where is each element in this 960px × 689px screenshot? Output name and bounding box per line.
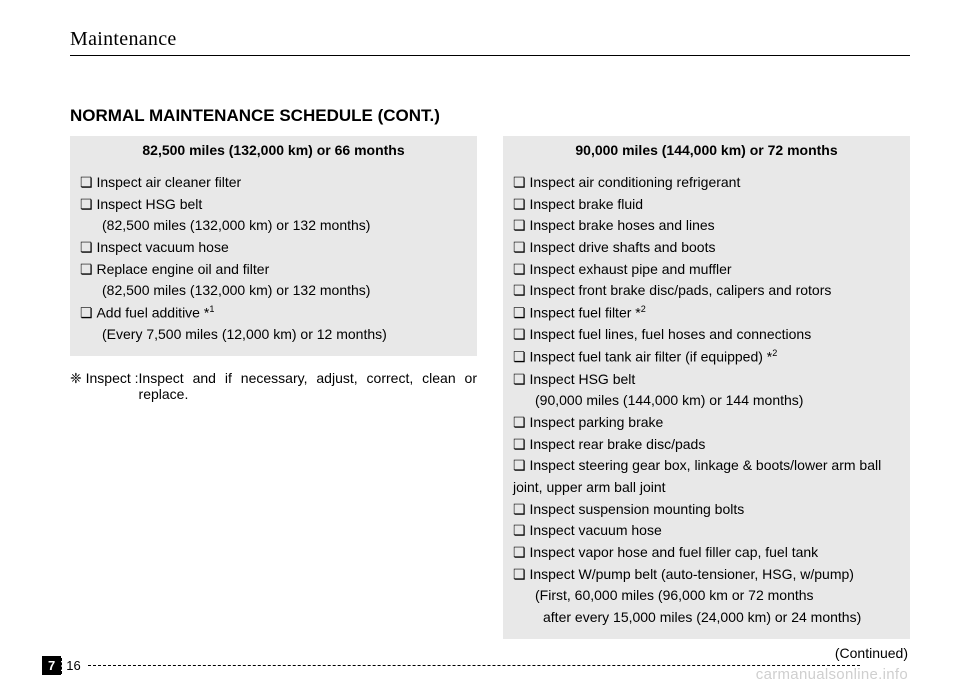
bullet-icon: ❏: [513, 414, 529, 430]
list-item: ❏ Inspect fuel filter *2: [513, 302, 900, 324]
bullet-icon: ❏: [513, 501, 529, 517]
list-item: ❏ Inspect air cleaner filter: [80, 172, 467, 194]
list-item: ❏ Inspect vacuum hose: [80, 237, 467, 259]
right-box: 90,000 miles (144,000 km) or 72 months ❏…: [503, 136, 910, 639]
left-box-body: ❏ Inspect air cleaner filter❏ Inspect HS…: [70, 164, 477, 356]
list-item-text: Inspect HSG belt: [529, 371, 635, 387]
list-item-text: Inspect brake fluid: [529, 196, 643, 212]
footer-divider: [61, 658, 62, 674]
continued-label: (Continued): [503, 645, 910, 661]
list-item-text: Inspect vacuum hose: [529, 522, 661, 538]
list-item: ❏ Inspect air conditioning refrigerant: [513, 172, 900, 194]
section-header: Maintenance: [70, 28, 910, 56]
list-item: ❏ Inspect suspension mounting bolts: [513, 499, 900, 521]
bullet-icon: ❏: [80, 239, 96, 255]
list-item-sub: (82,500 miles (132,000 km) or 132 months…: [80, 215, 467, 237]
list-item-text: Inspect W/pump belt (auto-tensioner, HSG…: [529, 566, 853, 582]
page-number: 16: [62, 658, 80, 673]
bullet-icon: ❏: [513, 457, 529, 473]
list-item-text: Add fuel additive *: [96, 305, 209, 321]
left-box-header: 82,500 miles (132,000 km) or 66 months: [70, 136, 477, 164]
list-item-text: Replace engine oil and filter: [96, 261, 269, 277]
left-box: 82,500 miles (132,000 km) or 66 months ❏…: [70, 136, 477, 356]
page: Maintenance NORMAL MAINTENANCE SCHEDULE …: [0, 0, 960, 689]
bullet-icon: ❏: [513, 544, 529, 560]
list-item: ❏ Inspect fuel lines, fuel hoses and con…: [513, 324, 900, 346]
chapter-number: 7: [42, 656, 61, 675]
bullet-icon: ❏: [513, 196, 529, 212]
list-item: ❏ Inspect HSG belt: [513, 369, 900, 391]
list-item: ❏ Replace engine oil and filter: [80, 259, 467, 281]
right-column: 90,000 miles (144,000 km) or 72 months ❏…: [503, 136, 910, 661]
list-item: ❏ Inspect drive shafts and boots: [513, 237, 900, 259]
list-item-text: Inspect front brake disc/pads, calipers …: [529, 282, 831, 298]
list-item: ❏ Inspect vacuum hose: [513, 520, 900, 542]
list-item-sub: (Every 7,500 miles (12,000 km) or 12 mon…: [80, 324, 467, 346]
bullet-icon: ❏: [513, 326, 529, 342]
right-box-body: ❏ Inspect air conditioning refrigerant❏ …: [503, 164, 910, 639]
list-item-text: Inspect brake hoses and lines: [529, 217, 714, 233]
list-item-text: Inspect fuel lines, fuel hoses and conne…: [529, 326, 811, 342]
list-item-text: Inspect suspension mounting bolts: [529, 501, 744, 517]
list-item-sub: after every 15,000 miles (24,000 km) or …: [513, 607, 900, 629]
list-item-text: Inspect rear brake disc/pads: [529, 436, 705, 452]
left-column: 82,500 miles (132,000 km) or 66 months ❏…: [70, 136, 477, 661]
bullet-icon: ❏: [80, 305, 96, 321]
list-item-text: Inspect air conditioning refrigerant: [529, 174, 740, 190]
bullet-icon: ❏: [513, 522, 529, 538]
page-title: NORMAL MAINTENANCE SCHEDULE (CONT.): [70, 106, 910, 126]
bullet-icon: ❏: [80, 174, 96, 190]
list-item: ❏ Inspect rear brake disc/pads: [513, 434, 900, 456]
list-item-text: Inspect vacuum hose: [96, 239, 228, 255]
note-lead: ❈ Inspect :: [70, 370, 139, 402]
list-item-text: Inspect air cleaner filter: [96, 174, 241, 190]
list-item: ❏ Inspect front brake disc/pads, caliper…: [513, 280, 900, 302]
page-number-box: 7 16: [42, 656, 87, 675]
list-item-text: Inspect vapor hose and fuel filler cap, …: [529, 544, 818, 560]
inspect-note: ❈ Inspect : Inspect and if necessary, ad…: [70, 370, 477, 402]
list-item-text: Inspect HSG belt: [96, 196, 202, 212]
bullet-icon: ❏: [513, 217, 529, 233]
bullet-icon: ❏: [513, 436, 529, 452]
bullet-icon: ❏: [513, 174, 529, 190]
list-item: ❏ Inspect brake hoses and lines: [513, 215, 900, 237]
superscript: 1: [209, 304, 214, 314]
list-item-text: Inspect parking brake: [529, 414, 663, 430]
watermark: carmanualsonline.info: [756, 666, 908, 683]
bullet-icon: ❏: [80, 196, 96, 212]
right-box-header: 90,000 miles (144,000 km) or 72 months: [503, 136, 910, 164]
bullet-icon: ❏: [513, 371, 529, 387]
superscript: 2: [641, 304, 646, 314]
list-item: ❏ Inspect brake fluid: [513, 194, 900, 216]
bullet-icon: ❏: [513, 305, 529, 321]
list-item: ❏ Add fuel additive *1: [80, 302, 467, 324]
bullet-icon: ❏: [513, 282, 529, 298]
list-item-text: Inspect exhaust pipe and muffler: [529, 261, 731, 277]
list-item-text: Inspect fuel tank air filter (if equippe…: [529, 349, 772, 365]
bullet-icon: ❏: [513, 349, 529, 365]
bullet-icon: ❏: [80, 261, 96, 277]
list-item: ❏ Inspect HSG belt: [80, 194, 467, 216]
list-item-text: Inspect steering gear box, linkage & boo…: [513, 457, 881, 495]
list-item-text: Inspect drive shafts and boots: [529, 239, 715, 255]
list-item-sub: (90,000 miles (144,000 km) or 144 months…: [513, 390, 900, 412]
list-item: ❏ Inspect exhaust pipe and muffler: [513, 259, 900, 281]
list-item: ❏ Inspect W/pump belt (auto-tensioner, H…: [513, 564, 900, 586]
bullet-icon: ❏: [513, 566, 529, 582]
bullet-icon: ❏: [513, 261, 529, 277]
list-item: ❏ Inspect parking brake: [513, 412, 900, 434]
list-item-text: Inspect fuel filter *: [529, 305, 640, 321]
note-body: Inspect and if necessary, adjust, correc…: [139, 370, 477, 402]
bullet-icon: ❏: [513, 239, 529, 255]
list-item: ❏ Inspect steering gear box, linkage & b…: [513, 455, 900, 498]
superscript: 2: [772, 348, 777, 358]
columns: 82,500 miles (132,000 km) or 66 months ❏…: [70, 136, 910, 661]
footer-dots: [88, 665, 860, 666]
list-item: ❏ Inspect fuel tank air filter (if equip…: [513, 346, 900, 368]
list-item-sub: (82,500 miles (132,000 km) or 132 months…: [80, 280, 467, 302]
list-item-sub: (First, 60,000 miles (96,000 km or 72 mo…: [513, 585, 900, 607]
list-item: ❏ Inspect vapor hose and fuel filler cap…: [513, 542, 900, 564]
